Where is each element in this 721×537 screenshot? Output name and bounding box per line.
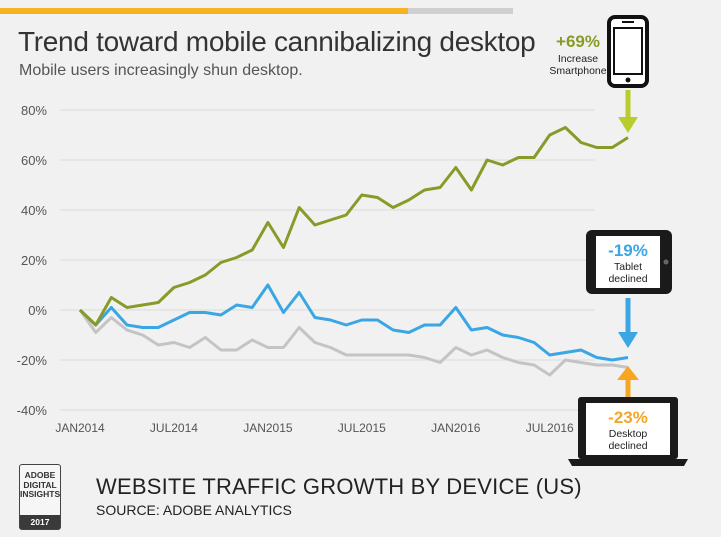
tablet-label-1: Tablet <box>614 261 642 273</box>
smartphone-pct: +69% <box>556 32 600 51</box>
chart-subtitle: Mobile users increasingly shun desktop. <box>19 62 303 79</box>
badge-line-1: ADOBE <box>24 470 56 480</box>
badge-line-3: INSIGHTS <box>20 489 61 499</box>
desktop-label-2: declined <box>608 440 647 452</box>
y-tick-label: -40% <box>17 403 48 418</box>
smartphone-label-2: Smartphone <box>549 65 606 77</box>
series-line-tablet <box>78 283 629 362</box>
x-tick-label: JUL2014 <box>150 421 198 435</box>
series-lines <box>78 126 629 377</box>
x-tick-label: JAN2016 <box>431 421 481 435</box>
desktop-arrow-head <box>617 366 639 380</box>
smartphone-label-1: Increase <box>558 53 598 65</box>
footer-source: SOURCE: ADOBE ANALYTICS <box>96 502 292 518</box>
y-axis-ticks: 80% 60% 40% 20% 0% -20% -40% <box>17 103 48 418</box>
desktop-pct: -23% <box>608 408 648 427</box>
y-tick-label: 0% <box>28 303 47 318</box>
desktop-label-1: Desktop <box>609 428 648 440</box>
tablet-label-2: declined <box>608 273 647 285</box>
badge-year: 2017 <box>20 515 60 529</box>
y-tick-label: -20% <box>17 353 48 368</box>
accent-bar-track <box>408 8 513 14</box>
y-tick-label: 80% <box>21 103 47 118</box>
smartphone-annotation: +69% Increase Smartphone <box>549 15 649 133</box>
tablet-annotation: -19% Tablet declined <box>586 230 672 348</box>
smartphone-arrow-head <box>618 117 638 133</box>
y-tick-label: 60% <box>21 153 47 168</box>
badge-line-2: DIGITAL <box>23 479 57 490</box>
tablet-arrow-head <box>618 332 638 348</box>
footer-title: WEBSITE TRAFFIC GROWTH BY DEVICE (US) <box>96 474 582 499</box>
series-line-desktop <box>78 309 629 377</box>
grid-lines <box>60 109 595 411</box>
tablet-pct: -19% <box>608 241 648 260</box>
desktop-annotation: -23% Desktop declined <box>568 366 688 466</box>
adobe-digital-insights-badge: ADOBE DIGITAL INSIGHTS 2017 <box>19 464 61 530</box>
x-tick-label: JAN2014 <box>55 421 105 435</box>
accent-bar <box>0 8 408 14</box>
x-tick-label: JUL2015 <box>338 421 386 435</box>
smartphone-icon <box>607 15 649 88</box>
x-axis-ticks: JAN2014 JUL2014 JAN2015 JUL2015 JAN2016 JUL20… <box>55 421 574 435</box>
tablet-icon <box>586 230 672 294</box>
y-tick-label: 40% <box>21 203 47 218</box>
series-line-smartphone <box>78 126 629 327</box>
laptop-icon <box>568 397 688 466</box>
x-tick-label: JAN2015 <box>243 421 293 435</box>
chart-title: Trend toward mobile cannibalizing deskto… <box>18 26 536 57</box>
x-tick-label: JUL2016 <box>526 421 574 435</box>
y-tick-label: 20% <box>21 253 47 268</box>
